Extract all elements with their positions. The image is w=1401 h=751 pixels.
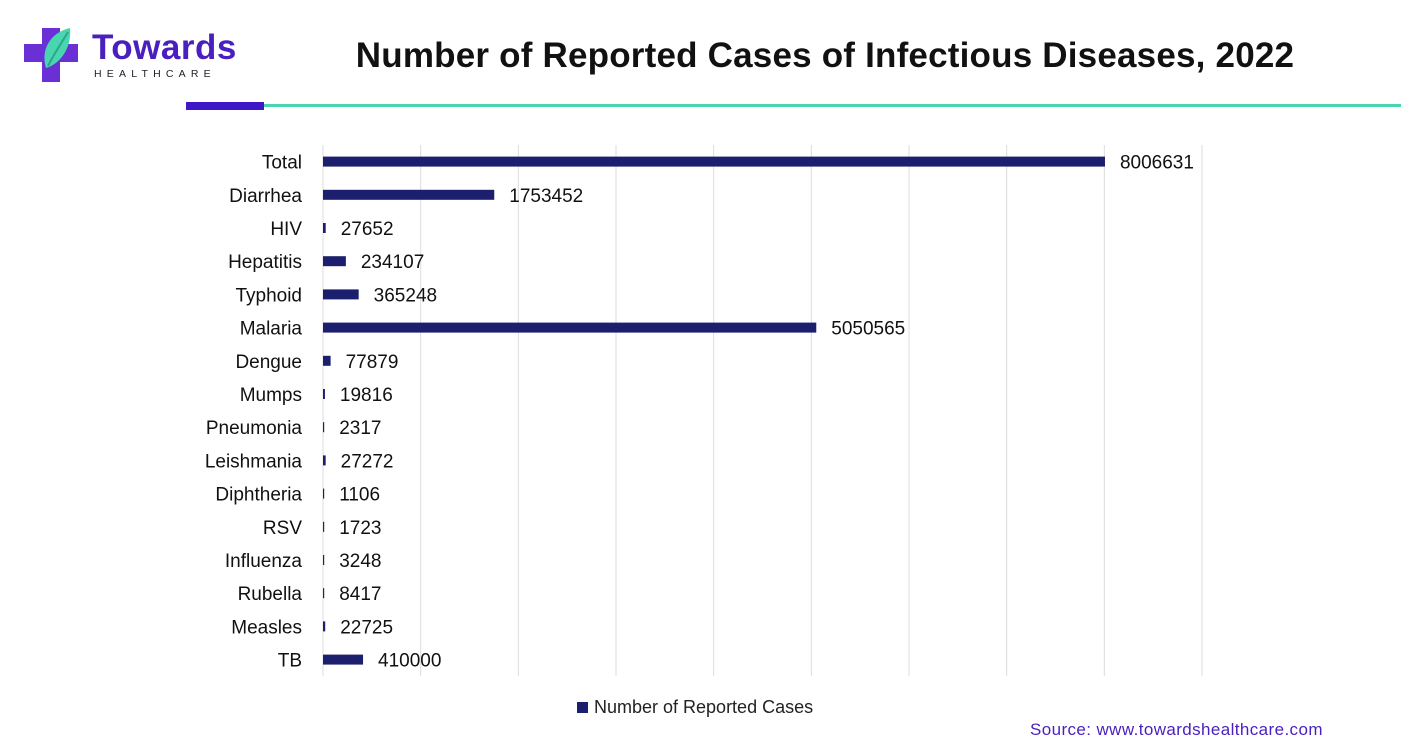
data-label: 2317 [339, 418, 381, 439]
chart-gridlines [322, 145, 1203, 676]
category-label: Rubella [238, 584, 303, 605]
bar-dengue [323, 355, 331, 366]
category-label: Diphtheria [215, 485, 302, 506]
chart-legend: Number of Reported Cases [577, 697, 813, 718]
category-label: Dengue [235, 352, 302, 373]
bar-hiv [323, 223, 326, 233]
bar-diarrhea [323, 189, 495, 200]
category-label: Leishmania [205, 451, 303, 472]
bar-total [323, 156, 1105, 167]
category-label: Influenza [225, 551, 303, 572]
data-label: 365248 [374, 285, 437, 306]
category-label: Mumps [240, 385, 302, 406]
bar-rubella [323, 588, 325, 599]
data-label: 27272 [341, 451, 394, 472]
data-label: 77879 [346, 352, 399, 373]
bar-leishmania [323, 455, 326, 466]
brand-subtitle: HEALTHCARE [94, 68, 216, 80]
data-label: 8006631 [1120, 153, 1194, 174]
bar-diphtheria [323, 488, 325, 499]
category-label: TB [278, 651, 302, 672]
category-labels: Total Diarrhea HIV Hepatitis Typhoid Malaria D… [205, 153, 303, 672]
category-label: Diarrhea [229, 186, 302, 207]
data-label: 1723 [339, 518, 381, 539]
legend-label: Number of Reported Cases [594, 697, 814, 717]
bar-malaria [323, 322, 817, 333]
bar-influenza [323, 555, 325, 565]
data-label: 27652 [341, 219, 394, 240]
chart-title: Number of Reported Cases of Infectious D… [355, 36, 1295, 75]
data-label: 8417 [339, 584, 381, 605]
bar-pneumonia [323, 422, 325, 433]
source-link[interactable]: Source: www.towardshealthcare.com [1030, 720, 1323, 739]
data-label: 3248 [339, 551, 381, 572]
bar-tb [323, 654, 364, 665]
data-label: 19816 [340, 385, 393, 406]
category-label: Total [262, 153, 302, 174]
data-label: 5050565 [831, 319, 905, 340]
bar-measles [323, 621, 326, 632]
bar-hepatitis [323, 256, 346, 267]
legend-swatch [577, 702, 588, 713]
brand-logo: Towards HEALTHCARE [22, 24, 242, 86]
header-rule-accent [186, 102, 264, 110]
header-rule [264, 104, 1401, 107]
category-label: HIV [270, 219, 302, 240]
data-label: 1106 [339, 485, 380, 506]
bar-mumps [323, 389, 325, 399]
value-labels: 8006631 1753452 27652 234107 365248 5050565 77… [339, 153, 1194, 672]
category-label: Hepatitis [228, 252, 302, 273]
brand-name: Towards [92, 28, 237, 67]
bar-rsv [323, 521, 325, 532]
data-label: 22725 [340, 617, 393, 638]
category-label: Typhoid [235, 285, 302, 306]
category-label: Measles [231, 617, 302, 638]
chart-bars [323, 156, 1105, 665]
bar-typhoid [323, 289, 359, 300]
category-label: RSV [263, 518, 302, 539]
logo-cross-leaf-icon [24, 28, 78, 82]
category-label: Pneumonia [206, 418, 303, 439]
category-label: Malaria [240, 319, 303, 340]
data-label: 1753452 [509, 186, 583, 207]
data-label: 410000 [378, 651, 441, 672]
data-label: 234107 [361, 252, 424, 273]
